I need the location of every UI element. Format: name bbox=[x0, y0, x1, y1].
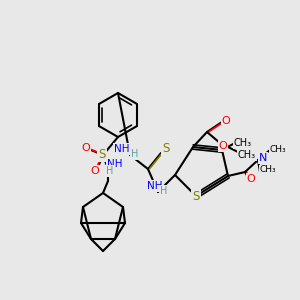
Text: S: S bbox=[192, 190, 200, 202]
Text: O: O bbox=[91, 166, 99, 176]
Text: NH: NH bbox=[147, 181, 163, 191]
Text: S: S bbox=[98, 148, 106, 160]
Text: O: O bbox=[219, 141, 227, 151]
Text: O: O bbox=[247, 174, 255, 184]
Text: CH₃: CH₃ bbox=[260, 166, 276, 175]
Text: H: H bbox=[106, 166, 114, 176]
Text: H: H bbox=[160, 186, 168, 196]
Text: CH₃: CH₃ bbox=[270, 146, 286, 154]
Text: O: O bbox=[82, 143, 90, 153]
Text: N: N bbox=[259, 153, 267, 163]
Text: S: S bbox=[162, 142, 170, 155]
Text: CH₃: CH₃ bbox=[238, 150, 256, 160]
Text: NH: NH bbox=[107, 159, 123, 169]
Text: CH₃: CH₃ bbox=[234, 138, 252, 148]
Text: H: H bbox=[131, 149, 139, 159]
Text: O: O bbox=[222, 116, 230, 126]
Text: NH: NH bbox=[114, 144, 130, 154]
